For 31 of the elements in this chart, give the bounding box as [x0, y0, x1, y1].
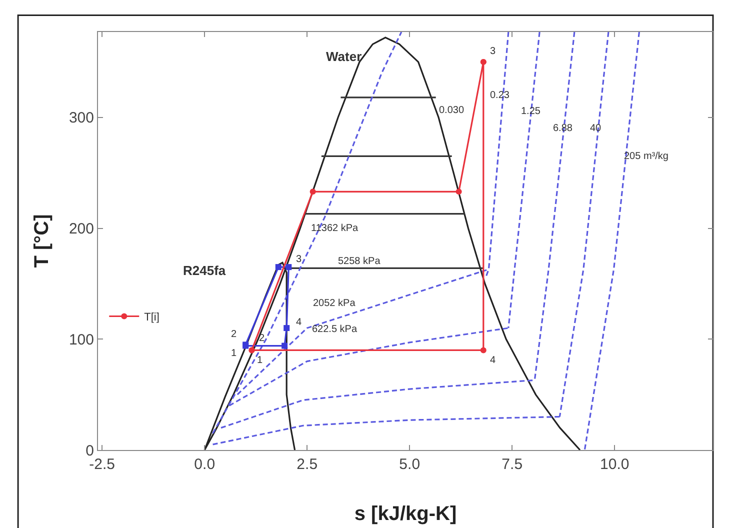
annotation: 4: [296, 317, 302, 328]
annotation: Water: [326, 49, 362, 64]
x-tick-label: 0.0: [194, 456, 216, 473]
x-tick-label: 7.5: [502, 456, 523, 473]
x-tick-label: 10.0: [600, 456, 630, 473]
x-tick-label: 2.5: [296, 456, 318, 473]
annotation: R245fa: [183, 263, 226, 278]
annotation: 622.5 kPa: [312, 324, 358, 335]
annotation: 4: [490, 355, 496, 366]
y-tick-label: 100: [68, 331, 94, 348]
annotation: 205 m³/kg: [624, 151, 668, 162]
annotation: 0.030: [439, 105, 464, 116]
x-axis-title: s [kJ/kg-K]: [354, 503, 457, 525]
y-tick-label: 300: [68, 110, 94, 127]
y-tick-label: 200: [68, 220, 94, 238]
x-tick-label: 5.0: [399, 456, 420, 473]
annotation: 1: [231, 348, 237, 359]
legend-label: T[i]: [144, 312, 160, 324]
annotation: 11362 kPa: [311, 223, 359, 234]
annotation: 0.23: [490, 90, 510, 101]
y-axis-title: T [°C]: [31, 214, 53, 268]
annotation: 3: [490, 46, 496, 57]
annotation: 1.25: [521, 106, 541, 117]
annotation: 3: [296, 254, 302, 265]
annotation: 40: [590, 123, 602, 134]
annotation: 2: [259, 333, 265, 344]
annotation: 1: [257, 355, 263, 366]
annotation: 2: [231, 329, 237, 340]
annotation: 2052 kPa: [313, 298, 356, 309]
annotation: 6.88: [553, 123, 573, 134]
annotation: 5258 kPa: [338, 256, 381, 267]
